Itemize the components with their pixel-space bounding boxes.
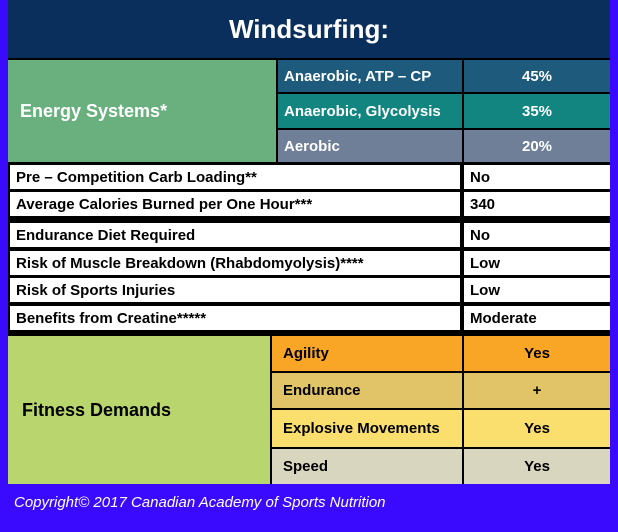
info-row-label: Pre – Competition Carb Loading** — [10, 165, 460, 189]
info-row-label: Risk of Muscle Breakdown (Rhabdomyolysis… — [10, 251, 460, 275]
energy-system-value: 20% — [464, 130, 610, 162]
info-row-value: 340 — [464, 192, 610, 216]
energy-systems-label: Energy Systems* — [8, 60, 276, 162]
fitness-demand-value: Yes — [464, 336, 610, 371]
fitness-demand-value: + — [464, 373, 610, 408]
info-row-value: No — [464, 223, 610, 247]
energy-system-name: Aerobic — [278, 130, 462, 162]
fitness-demands-label: Fitness Demands — [8, 336, 270, 484]
info-row-value: Low — [464, 251, 610, 275]
energy-system-name: Anaerobic, ATP – CP — [278, 60, 462, 92]
sport-table: Energy Systems* Anaerobic, ATP – CP 45% … — [8, 58, 610, 484]
copyright-notice: Copyright© 2017 Canadian Academy of Spor… — [14, 494, 386, 511]
fitness-demand-name: Speed — [272, 449, 462, 484]
page-title: Windsurfing: — [8, 0, 610, 58]
info-row-label: Risk of Sports Injuries — [10, 278, 460, 302]
info-row-label: Benefits from Creatine***** — [10, 306, 460, 330]
fitness-demand-name: Agility — [272, 336, 462, 371]
fitness-demand-name: Explosive Movements — [272, 410, 462, 447]
info-row-label: Endurance Diet Required — [10, 223, 460, 247]
fitness-demand-value: Yes — [464, 449, 610, 484]
fitness-demand-value: Yes — [464, 410, 610, 447]
energy-system-value: 35% — [464, 94, 610, 128]
info-row-value: No — [464, 165, 610, 189]
info-row-label: Average Calories Burned per One Hour*** — [10, 192, 460, 216]
info-row-value: Low — [464, 278, 610, 302]
fitness-demand-name: Endurance — [272, 373, 462, 408]
energy-system-value: 45% — [464, 60, 610, 92]
energy-system-name: Anaerobic, Glycolysis — [278, 94, 462, 128]
info-row-value: Moderate — [464, 306, 610, 330]
